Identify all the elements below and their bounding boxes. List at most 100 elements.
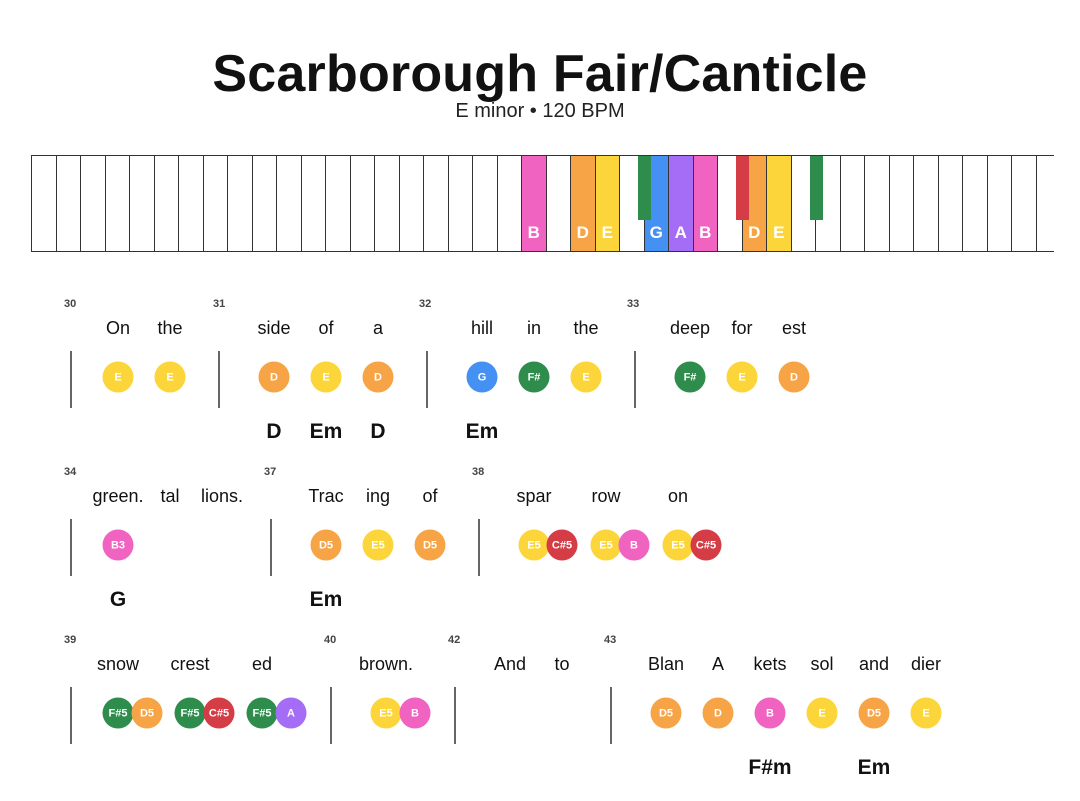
note-dot[interactable]: B <box>618 529 650 561</box>
lyric-word: kets <box>753 654 787 674</box>
lyric-word: spar <box>516 486 552 506</box>
barline <box>634 351 636 408</box>
piano-key[interactable] <box>987 156 1012 251</box>
note-dot[interactable]: B3 <box>102 529 134 561</box>
piano-key[interactable] <box>914 156 939 251</box>
piano-key[interactable] <box>277 156 302 251</box>
note-dot[interactable]: D <box>362 361 394 393</box>
note-dot[interactable]: F# <box>674 361 706 393</box>
barline <box>70 687 72 744</box>
piano-key[interactable] <box>105 156 130 251</box>
piano-key[interactable] <box>840 156 865 251</box>
piano-key[interactable] <box>228 156 253 251</box>
piano-key[interactable] <box>350 156 375 251</box>
note-dot[interactable]: E <box>154 361 186 393</box>
piano-key-label: B <box>527 223 540 242</box>
piano-black-key-csharp[interactable] <box>736 156 749 220</box>
piano-key-e[interactable]: E <box>767 156 792 251</box>
lyric-word: hill <box>470 318 494 338</box>
note-dot[interactable]: F#5 <box>174 697 206 729</box>
measure-number: 38 <box>472 466 485 478</box>
piano-key-b[interactable]: B <box>522 156 547 251</box>
piano-key[interactable] <box>889 156 914 251</box>
piano-key[interactable] <box>203 156 228 251</box>
note-dot[interactable]: E <box>570 361 602 393</box>
note-dot[interactable]: E <box>310 361 342 393</box>
note-dot[interactable]: F# <box>518 361 550 393</box>
note-dot[interactable]: D5 <box>310 529 342 561</box>
note-dot[interactable]: E5 <box>518 529 550 561</box>
note-dot[interactable]: B <box>399 697 431 729</box>
piano-key-b[interactable]: B <box>693 156 718 251</box>
measure-number: 33 <box>627 298 640 310</box>
piano-key[interactable] <box>546 156 571 251</box>
note-dot[interactable]: D5 <box>131 697 163 729</box>
lyric-word: the <box>573 318 599 338</box>
piano-key[interactable] <box>32 156 57 251</box>
note-dot[interactable]: E5 <box>370 697 402 729</box>
piano-key[interactable] <box>497 156 522 251</box>
barline <box>478 519 480 576</box>
piano-key[interactable] <box>179 156 204 251</box>
piano-key[interactable] <box>1012 156 1037 251</box>
note-dot[interactable]: C#5 <box>690 529 722 561</box>
piano-key-label: D <box>748 223 761 242</box>
chord-symbol: G <box>109 588 127 611</box>
lyric-word: lions. <box>200 486 244 506</box>
piano-key[interactable] <box>56 156 81 251</box>
note-dot[interactable]: D5 <box>650 697 682 729</box>
piano-key[interactable] <box>938 156 963 251</box>
piano-key[interactable] <box>130 156 155 251</box>
note-dot[interactable]: E5 <box>590 529 622 561</box>
lyric-word: And <box>493 654 527 674</box>
note-dot[interactable]: F#5 <box>246 697 278 729</box>
note-dot[interactable]: C#5 <box>203 697 235 729</box>
note-dot[interactable]: G <box>466 361 498 393</box>
chord-symbol: D <box>370 420 386 443</box>
piano-key-label: E <box>773 223 785 242</box>
piano-key-a[interactable]: A <box>669 156 694 251</box>
piano-key[interactable] <box>301 156 326 251</box>
lyric-word: ing <box>365 486 391 506</box>
note-dot[interactable]: C#5 <box>546 529 578 561</box>
note-dot[interactable]: D5 <box>858 697 890 729</box>
note-dot[interactable]: E5 <box>362 529 394 561</box>
note-dot[interactable]: D <box>258 361 290 393</box>
piano-key[interactable] <box>252 156 277 251</box>
lyric-word: On <box>105 318 131 338</box>
piano-key-d[interactable]: D <box>571 156 596 251</box>
note-dot[interactable]: D5 <box>414 529 446 561</box>
piano-key[interactable] <box>154 156 179 251</box>
piano-key-label: E <box>601 223 613 242</box>
piano-key[interactable] <box>424 156 449 251</box>
lyric-word: green. <box>92 486 144 506</box>
piano-key[interactable] <box>1036 156 1054 251</box>
note-dot[interactable]: E <box>806 697 838 729</box>
piano-key[interactable] <box>81 156 106 251</box>
piano-key[interactable] <box>399 156 424 251</box>
note-dot[interactable]: E <box>726 361 758 393</box>
note-dot[interactable]: E5 <box>662 529 694 561</box>
piano-key[interactable] <box>448 156 473 251</box>
piano-key[interactable] <box>326 156 351 251</box>
note-dot[interactable]: F#5 <box>102 697 134 729</box>
note-dot[interactable]: E <box>102 361 134 393</box>
piano-key[interactable] <box>473 156 498 251</box>
lyric-word: of <box>318 318 334 338</box>
chord-symbol: D <box>266 420 282 443</box>
note-dot[interactable]: E <box>910 697 942 729</box>
lyric-word: dier <box>910 654 942 674</box>
piano-black-key-fsharp[interactable] <box>809 156 823 220</box>
piano-key[interactable] <box>865 156 890 251</box>
note-dot[interactable]: A <box>275 697 307 729</box>
piano-key[interactable] <box>375 156 400 251</box>
note-dot[interactable]: D <box>702 697 734 729</box>
piano-black-key-fsharp[interactable] <box>638 156 651 220</box>
piano-key-e[interactable]: E <box>595 156 620 251</box>
piano-key[interactable] <box>963 156 988 251</box>
chord-symbol: Em <box>465 420 499 443</box>
note-dot[interactable]: B <box>754 697 786 729</box>
lyric-word: est <box>781 318 807 338</box>
note-dot[interactable]: D <box>778 361 810 393</box>
